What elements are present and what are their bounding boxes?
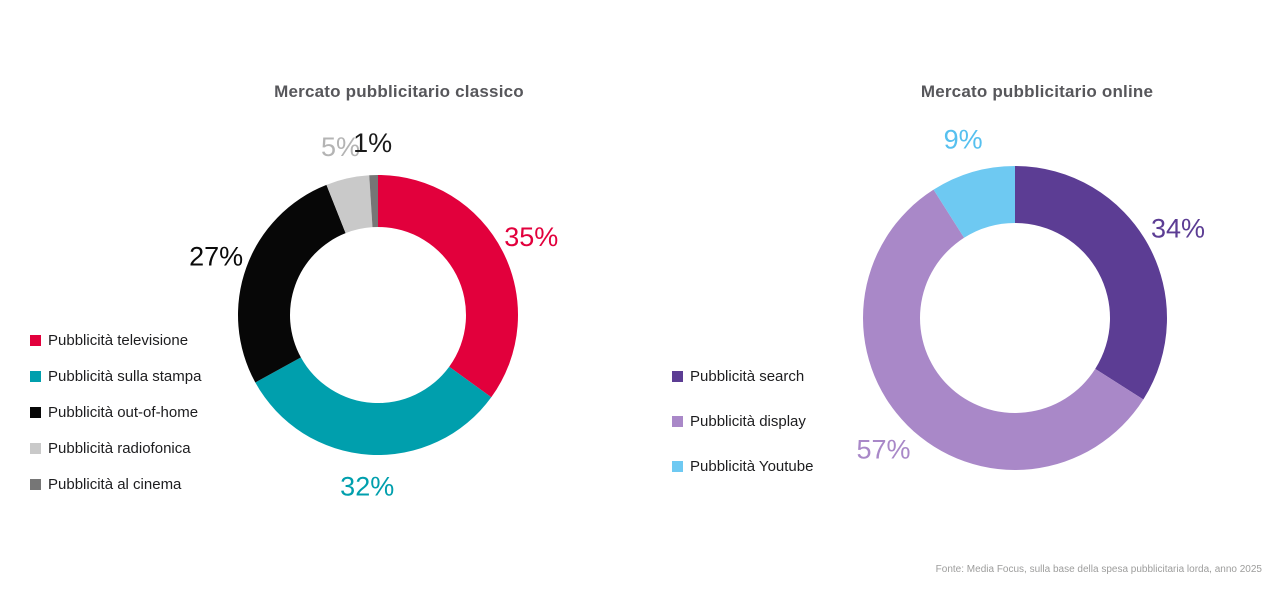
donut-slice-pubblicit-search xyxy=(1015,166,1167,400)
chart-title-online: Mercato pubblicitario online xyxy=(920,82,1154,101)
donut-slice-pubblicit-youtube xyxy=(933,166,1015,238)
slice-value-label: 1% xyxy=(353,128,392,158)
donut-chart-classico: 35% 32% 27% 5%1% xyxy=(189,128,558,502)
legend-label: Pubblicità radiofonica xyxy=(48,439,191,457)
legend-swatch xyxy=(672,416,683,427)
legend-item: Pubblicità search xyxy=(672,354,813,399)
slice-value-label: 57% xyxy=(856,435,910,465)
legend-swatch xyxy=(672,461,683,472)
legend-swatch xyxy=(30,442,41,454)
slice-value-label: 35% xyxy=(504,222,558,252)
legend-item: Pubblicità Youtube xyxy=(672,444,813,489)
donut-chart-online: 34% 57% 9% xyxy=(856,124,1205,470)
legend-swatch xyxy=(30,406,41,418)
legend-item: Pubblicità sulla stampa xyxy=(30,358,201,394)
legend-label: Pubblicità search xyxy=(690,368,805,385)
donut-slice-pubblicit-out-of-home xyxy=(237,184,346,383)
legend-label: Pubblicità Youtube xyxy=(690,458,814,475)
legend-label: Pubblicità out-of-home xyxy=(48,403,199,421)
donut-slice-pubblicit-televisione xyxy=(378,175,518,398)
slice-value-label: 27% xyxy=(189,242,243,272)
legend-classico: Pubblicità televisione Pubblicità sulla s… xyxy=(30,322,201,502)
legend-item: Pubblicità out-of-home xyxy=(30,394,201,430)
legend-swatch xyxy=(30,370,41,382)
slice-value-label: 34% xyxy=(1151,213,1205,243)
legend-item: Pubblicità display xyxy=(672,399,813,444)
legend-label: Pubblicità display xyxy=(690,413,806,430)
slice-value-label: 32% xyxy=(340,472,394,502)
slice-value-label: 9% xyxy=(944,124,983,154)
legend-item: Pubblicità televisione xyxy=(30,322,201,358)
slice-value-label: 5% xyxy=(321,132,360,162)
legend-item: Pubblicità radiofonica xyxy=(30,430,201,466)
legend-swatch xyxy=(30,334,41,346)
source-note: Fonte: Media Focus, sulla base della spe… xyxy=(935,564,1262,575)
legend-item: Pubblicità al cinema xyxy=(30,466,201,502)
legend-label: Pubblicità sulla stampa xyxy=(48,367,202,385)
donut-slice-pubblicit-radiofonica xyxy=(326,175,373,234)
legend-label: Pubblicità televisione xyxy=(48,331,189,349)
donut-slice-pubblicit-display xyxy=(862,189,1144,470)
legend-online: Pubblicità search Pubblicità display Pubbl… xyxy=(672,354,813,489)
legend-swatch xyxy=(30,478,41,490)
donut-slice-pubblicit-sulla-stampa xyxy=(255,357,492,456)
chart-title-classico: Mercato pubblicitario classico xyxy=(274,82,524,101)
donut-slice-pubblicit-al-cinema xyxy=(369,175,378,228)
legend-label: Pubblicità al cinema xyxy=(48,475,182,493)
legend-swatch xyxy=(672,371,683,382)
